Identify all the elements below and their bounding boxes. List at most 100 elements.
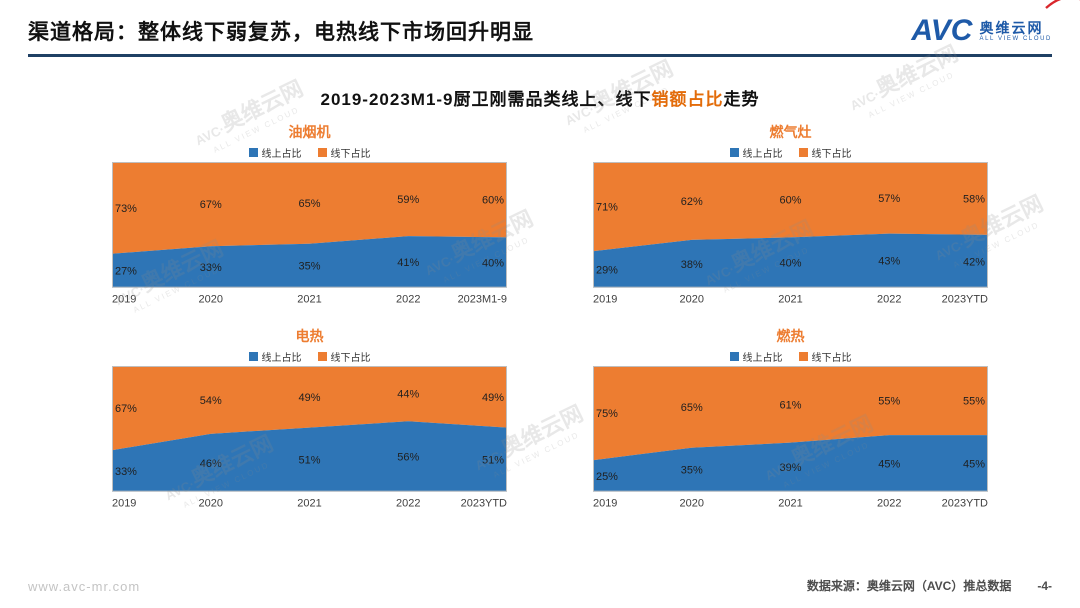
legend-swatch-icon [317,148,327,157]
online-value-label: 27% [115,266,137,278]
offline-value-label: 60% [482,195,504,207]
offline-value-label: 49% [482,391,504,403]
offline-value-label: 60% [780,195,802,207]
stacked-area-chart: 75% 25% 65% 35% 61% 39% 55% 45% 55% 45% 2019 2020 20… [593,365,988,509]
offline-value-label: 71% [596,202,618,214]
legend-item: 线上占比 [248,349,302,364]
legend-item: 线上占比 [729,145,783,160]
legend-label: 线上占比 [742,149,783,160]
offline-value-label: 55% [963,395,985,407]
x-axis-label: 2019 [593,294,617,306]
online-value-label: 40% [780,258,802,270]
x-axis-label: 2023YTD [942,294,988,306]
chart-legend: 线上占比 线下占比 [593,145,988,160]
legend-swatch-icon [317,351,327,361]
section-title-highlight: 销额占比 [651,90,724,109]
stacked-area-chart: 73% 27% 67% 33% 65% 35% 59% 41% 60% 40% 2019 2020 20… [112,162,507,306]
logo-swoosh-icon [1045,0,1080,9]
chart-legend: 线上占比 线下占比 [112,349,507,364]
offline-area [112,162,507,254]
legend-label: 线上占比 [261,352,302,364]
legend-item: 线下占比 [317,349,371,364]
offline-value-label: 65% [681,401,703,413]
page-number: -4- [1037,579,1052,593]
logo-name-cn: 奥维云网 [979,19,1044,36]
chart-section-title: 2019-2023M1-9厨卫刚需品类线上、线下销额占比走势 [0,85,1080,110]
legend-item: 线上占比 [248,145,302,160]
charts-grid: 油烟机 线上占比 线下占比 73% 27% 67% 33% 65% 35% 59% 41% 60% 40… [0,110,1080,513]
legend-swatch-icon [729,148,739,157]
offline-value-label: 57% [878,193,900,205]
x-axis-label: 2019 [112,294,136,306]
x-axis-label: 2021 [297,294,321,306]
x-axis-label: 2019 [112,497,136,509]
x-axis-label: 2020 [199,497,223,509]
legend-item: 线下占比 [317,145,371,160]
online-value-label: 41% [397,257,419,269]
offline-value-label: 67% [115,403,137,415]
online-value-label: 51% [299,454,321,466]
page-title: 渠道格局：整体线下弱复苏，电热线下市场回升明显 [28,21,534,44]
offline-value-label: 75% [596,408,618,420]
chart-electric-water-heater: 电热 线上占比 线下占比 67% 33% 54% 46% 49% 51% 44% 56% 49% 51%… [112,326,507,514]
online-value-label: 35% [299,261,321,273]
offline-value-label: 49% [299,391,321,403]
section-title-suffix: 走势 [723,90,760,109]
chart-title: 燃气灶 [769,124,812,140]
legend-item: 线下占比 [798,349,852,364]
online-value-label: 38% [681,259,703,271]
online-value-label: 40% [482,258,504,270]
legend-item: 线下占比 [798,145,852,160]
online-value-label: 46% [200,457,222,469]
chart-legend: 线上占比 线下占比 [112,145,507,160]
x-axis-label: 2020 [680,294,704,306]
logo-name-en: ALL VIEW CLOUD [979,35,1052,42]
stacked-area-chart: 67% 33% 54% 46% 49% 51% 44% 56% 49% 51% 2019 2020 20… [112,365,507,509]
x-axis-label: 2022 [396,497,420,509]
offline-value-label: 55% [878,395,900,407]
offline-area [112,365,507,450]
offline-area [593,162,988,252]
x-axis-label: 2019 [593,497,617,509]
avc-logo: AVC 奥维云网 ALL VIEW CLOUD [911,0,1080,46]
online-value-label: 45% [963,458,985,470]
legend-swatch-icon [248,351,258,361]
online-value-label: 33% [115,466,137,478]
data-source-text: 数据来源：奥维云网（AVC）推总数据 [806,579,1012,593]
legend-label: 线下占比 [330,352,371,364]
chart-legend: 线上占比 线下占比 [593,349,988,364]
offline-value-label: 62% [681,196,703,208]
offline-value-label: 44% [397,388,419,400]
header-divider [28,54,1052,57]
header: 渠道格局：整体线下弱复苏，电热线下市场回升明显 AVC 奥维云网 ALL VIE… [0,0,1080,46]
online-value-label: 25% [596,471,618,483]
x-axis-label: 2022 [396,294,420,306]
online-value-label: 33% [200,262,222,274]
section-title-prefix: 2019-2023M1-9厨卫刚需品类线上、线下 [320,90,652,109]
x-axis-label: 2020 [680,497,704,509]
legend-label: 线上占比 [261,149,302,160]
plot-border [112,162,507,288]
offline-area [593,365,988,460]
offline-value-label: 58% [963,193,985,205]
offline-value-label: 54% [200,395,222,407]
legend-label: 线下占比 [811,352,852,364]
x-axis-label: 2020 [199,294,223,306]
online-value-label: 39% [780,462,802,474]
x-axis-label: 2022 [877,294,901,306]
online-value-label: 51% [482,454,504,466]
chart-title: 油烟机 [288,124,331,140]
chart-gas-water-heater: 燃热 线上占比 线下占比 75% 25% 65% 35% 61% 39% 55% 45% 55% 45%… [593,326,988,514]
offline-value-label: 61% [780,399,802,411]
online-value-label: 42% [963,256,985,268]
legend-swatch-icon [798,351,808,361]
online-area [112,420,507,492]
x-axis-label: 2021 [778,294,802,306]
online-area [593,434,988,492]
x-axis-label: 2021 [297,497,321,509]
chart-title: 燃热 [776,327,805,344]
x-axis-label: 2023YTD [461,497,507,509]
online-value-label: 35% [681,464,703,476]
legend-swatch-icon [729,351,739,361]
